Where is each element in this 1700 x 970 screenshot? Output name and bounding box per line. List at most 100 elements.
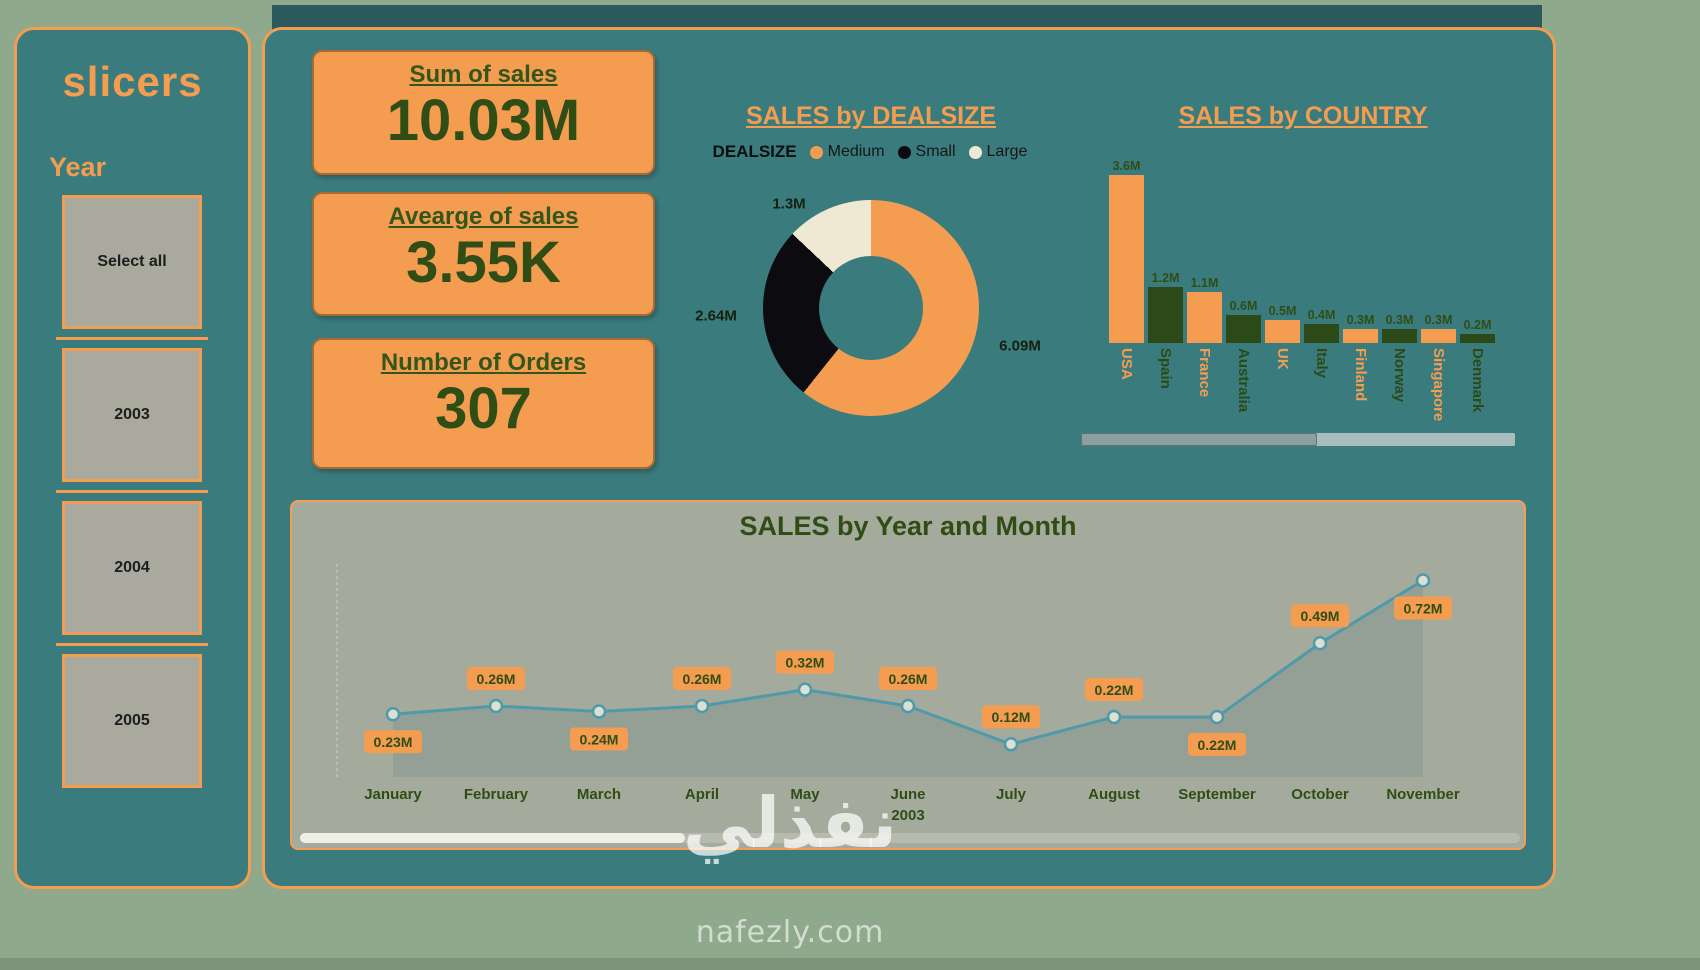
watermark-site-url: nafezly.com [695,915,885,950]
data-label: 0.22M [1188,732,1246,756]
bar-chart-scrollbar[interactable] [1081,433,1515,446]
bar[interactable] [1382,329,1417,343]
bar-column[interactable]: 0.2M [1460,318,1495,343]
legend-label: Medium [827,143,885,160]
bar-value-label: 1.1M [1190,276,1219,290]
bar-value-label: 0.5M [1268,304,1297,318]
bar-value-label: 0.6M [1229,299,1258,313]
country-label: Italy [1313,348,1330,379]
bar-column[interactable]: 0.3M [1421,313,1456,343]
donut-slice-label-small: 2.64M [695,307,737,325]
bar-chart-title: SALES by COUNTRY [1178,102,1428,130]
data-label: 0.26M [879,667,937,691]
bar[interactable] [1304,324,1339,343]
country-label: UK [1274,348,1291,370]
bottom-strip [0,958,1700,970]
month-axis-label: March [577,786,621,803]
legend-label: Large [986,143,1028,160]
donut-slice-label-large: 1.3M [772,195,806,213]
data-point[interactable] [900,698,916,714]
line-chart-scrollbar[interactable] [300,833,1520,843]
donut-slice-label-medium: 6.09M [999,337,1041,355]
kpi-card-sum-of-sales[interactable]: Sum of sales 10.03M [312,50,655,175]
data-label: 0.26M [673,667,731,691]
bar[interactable] [1109,175,1144,343]
bar[interactable] [1226,315,1261,343]
month-axis-label: November [1386,786,1460,803]
slicer-option-2005[interactable]: 2005 [62,654,202,788]
data-point[interactable] [488,698,504,714]
slicers-panel-title: slicers [62,58,203,105]
svg-text:0.23M: 0.23M [374,734,413,750]
bar[interactable] [1187,292,1222,343]
kpi-card-average-of-sales[interactable]: Avearge of sales 3.55K [312,192,655,316]
bar[interactable] [1421,329,1456,343]
data-point[interactable] [591,704,607,719]
slicer-option-2004[interactable]: 2004 [62,501,202,635]
bar-column[interactable]: 0.3M [1382,313,1417,343]
bar-column[interactable]: 0.4M [1304,308,1339,343]
bar-column[interactable]: 1.1M [1187,276,1222,343]
bar-column[interactable]: 0.3M [1343,313,1378,343]
svg-text:0.26M: 0.26M [889,671,928,687]
bar-column[interactable]: 0.6M [1226,299,1261,343]
legend-item[interactable]: Medium [809,143,885,161]
slicer-divider [56,643,208,646]
slicer-option-select-all[interactable]: Select all [62,195,202,329]
bar[interactable] [1460,334,1495,343]
svg-text:0.24M: 0.24M [580,731,619,747]
bar[interactable] [1343,329,1378,343]
slicers-panel: slicers Year Select all 2003 2004 2005 [14,27,251,889]
bar-value-label: 1.2M [1151,271,1180,285]
legend-dot [897,145,911,159]
year-axis-label: 2003 [891,807,924,824]
country-label: Denmark [1469,348,1486,413]
bar-chart-scrollbar-thumb[interactable] [1081,433,1317,446]
slicer-field-label: Year [49,152,107,182]
slicer-divider [56,490,208,493]
month-axis-label: April [685,786,719,803]
data-label: 0.23M [364,730,422,754]
month-axis-label: January [364,786,422,803]
data-point[interactable] [1415,573,1431,588]
bar-column[interactable]: 1.2M [1148,271,1183,343]
bar-column[interactable]: 0.5M [1265,304,1300,343]
data-point[interactable] [1312,635,1328,651]
bar[interactable] [1148,287,1183,343]
data-point[interactable] [797,682,813,697]
kpi-card-number-of-orders[interactable]: Number of Orders 307 [312,338,655,469]
line-area-fill [393,580,1423,777]
slicer-divider [56,337,208,340]
bar[interactable] [1265,320,1300,343]
data-point[interactable] [694,698,710,714]
svg-text:0.32M: 0.32M [786,655,825,671]
country-bars: 3.6M 1.2M 1.1M 0.6M 0.5M 0.4M 0.3M 0.3M 0.3M 0.2M [1109,156,1499,343]
data-point[interactable] [1209,709,1225,725]
slicer-option-2003[interactable]: 2003 [62,348,202,482]
legend-item[interactable]: Small [897,143,956,161]
data-point[interactable] [385,706,401,722]
kpi-value: 10.03M [386,88,581,153]
svg-text:0.22M: 0.22M [1198,737,1237,753]
month-axis-label: August [1088,786,1140,803]
legend-item[interactable]: Large [968,143,1028,161]
bar-value-label: 0.4M [1307,308,1336,322]
kpi-title: Avearge of sales [388,203,579,230]
month-axis-label: October [1291,786,1349,803]
kpi-title: Number of Orders [380,349,587,376]
bar-column[interactable]: 3.6M [1109,159,1144,343]
svg-text:0.22M: 0.22M [1095,682,1134,698]
legend-dot [968,145,982,159]
data-label: 0.32M [776,650,834,674]
data-label: 0.49M [1291,604,1349,628]
month-axis-label: September [1178,786,1256,803]
svg-text:0.49M: 0.49M [1301,608,1340,624]
data-point[interactable] [1106,709,1122,725]
bar-value-label: 3.6M [1112,159,1141,173]
data-point[interactable] [1003,736,1019,752]
country-label: France [1196,348,1213,398]
legend-label: Small [915,143,956,160]
line-chart-svg[interactable]: 0.23M 0.26M 0.24M 0.26M 0.32M 0.26M 0.12M 0.22M… [292,502,1526,850]
line-chart-scrollbar-thumb[interactable] [300,833,685,843]
month-axis-label: May [790,786,820,803]
